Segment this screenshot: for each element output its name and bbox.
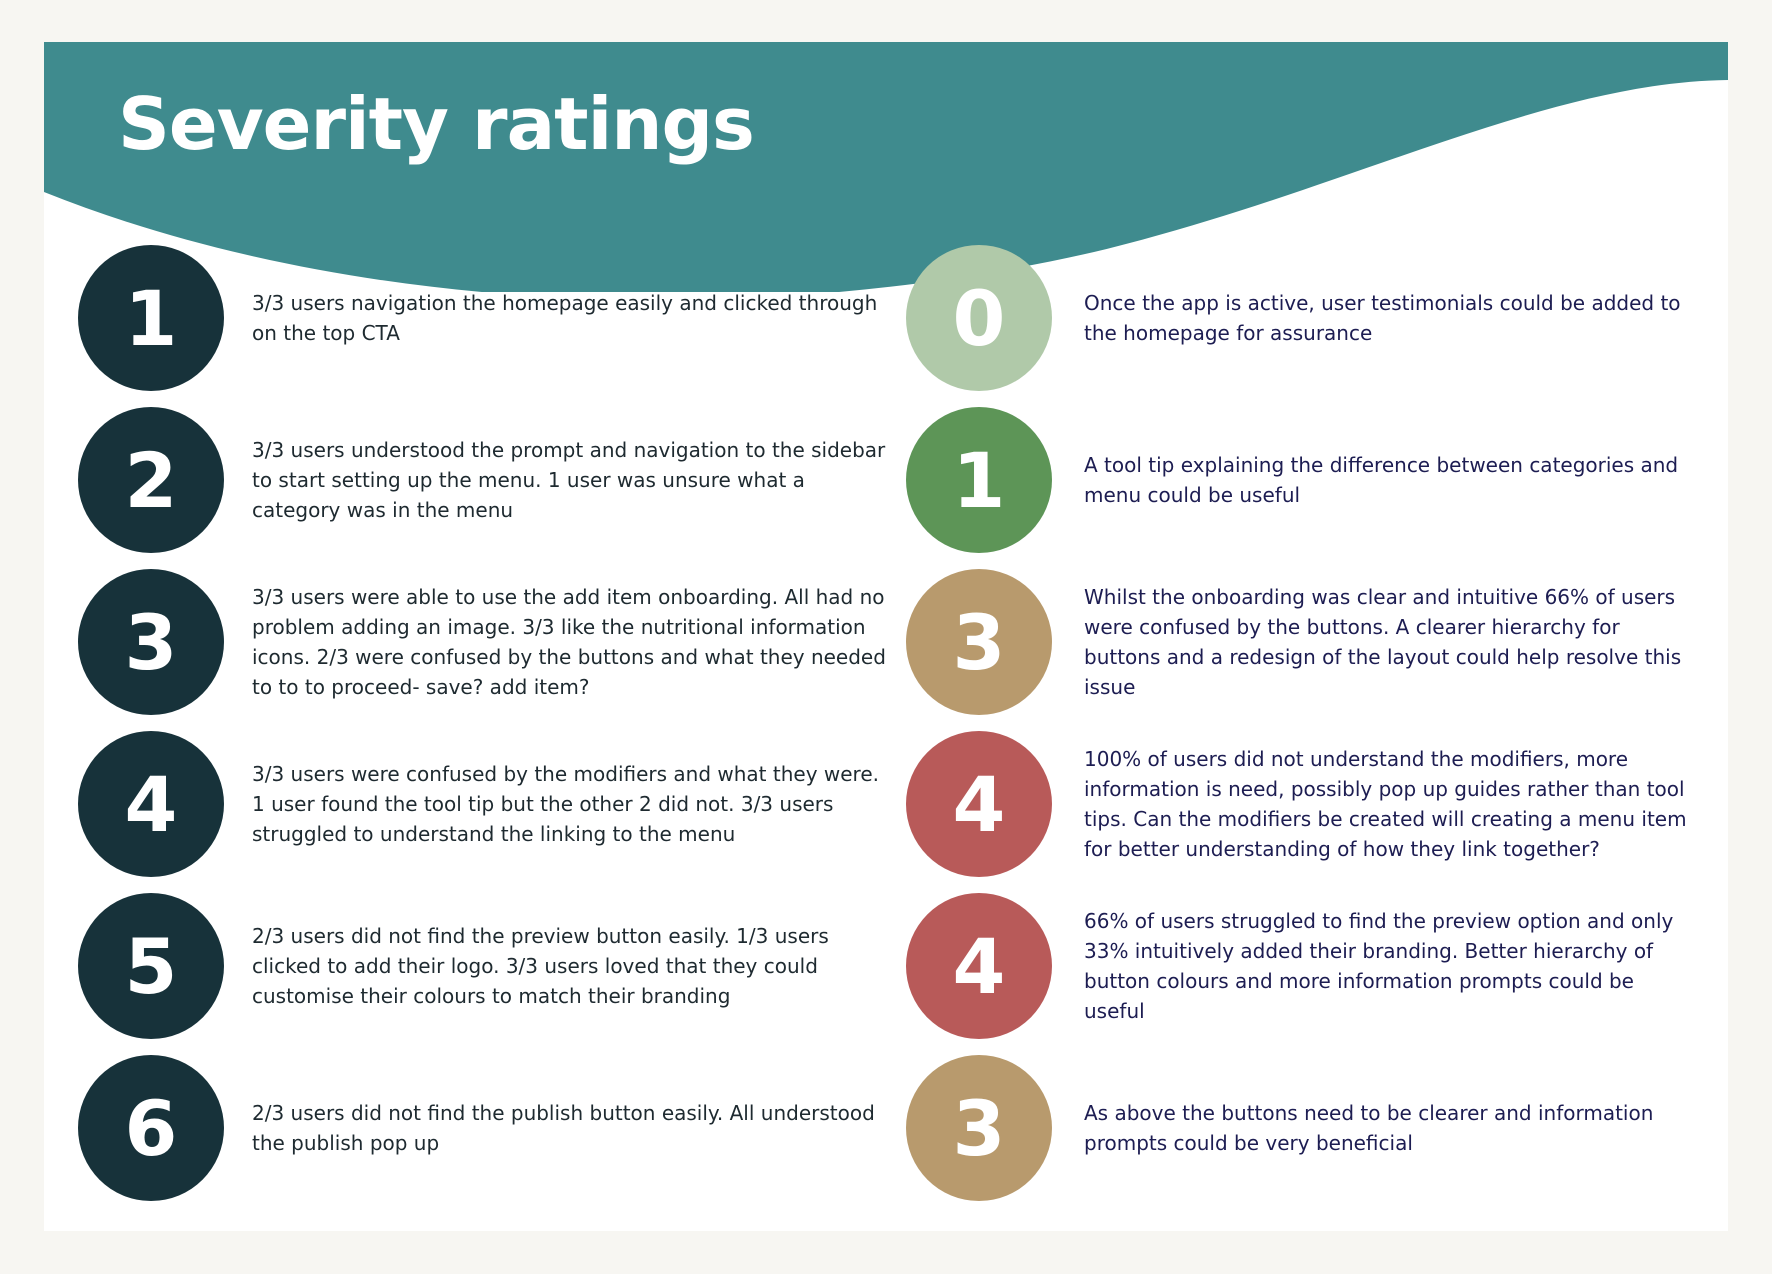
finding-text-wrapper: 2/3 users did not find the publish butto…	[252, 1055, 892, 1201]
finding-text: 3/3 users were confused by the modifiers…	[252, 762, 879, 846]
finding-text-wrapper: 3/3 users understood the prompt and navi…	[252, 407, 892, 553]
recommendation-text: As above the buttons need to be clearer …	[1084, 1101, 1654, 1155]
recommendation-text: 66% of users struggled to find the previ…	[1084, 909, 1674, 1023]
rating-text-wrapper: A tool tip explaining the difference bet…	[1084, 407, 1696, 553]
recommendation-text: Once the app is active, user testimonial…	[1084, 291, 1681, 345]
finding-text: 3/3 users navigation the homepage easily…	[252, 291, 878, 345]
severity-rating-badge: 3	[906, 569, 1052, 715]
slide-card: Severity ratings 1 3/3 users navigation …	[44, 42, 1728, 1231]
finding-number-badge: 6	[78, 1055, 224, 1201]
recommendation-text: 100% of users did not understand the mod…	[1084, 747, 1687, 861]
severity-rating-badge: 4	[906, 893, 1052, 1039]
severity-rating-badge: 0	[906, 245, 1052, 391]
finding-text: 2/3 users did not find the publish butto…	[252, 1101, 875, 1155]
finding-number-badge: 3	[78, 569, 224, 715]
finding-number-badge: 4	[78, 731, 224, 877]
recommendation-text: A tool tip explaining the difference bet…	[1084, 453, 1679, 507]
finding-number-badge: 5	[78, 893, 224, 1039]
rating-text-wrapper: Once the app is active, user testimonial…	[1084, 245, 1696, 391]
finding-number-badge: 1	[78, 245, 224, 391]
rating-text-wrapper: Whilst the onboarding was clear and intu…	[1084, 569, 1696, 715]
recommendation-text: Whilst the onboarding was clear and intu…	[1084, 585, 1682, 699]
severity-rating-badge: 1	[906, 407, 1052, 553]
rating-text-wrapper: 100% of users did not understand the mod…	[1084, 731, 1696, 877]
rating-text-wrapper: 66% of users struggled to find the previ…	[1084, 893, 1696, 1039]
finding-text-wrapper: 3/3 users were able to use the add item …	[252, 569, 892, 715]
finding-text: 3/3 users understood the prompt and navi…	[252, 438, 886, 522]
finding-text-wrapper: 3/3 users were confused by the modifiers…	[252, 731, 892, 877]
finding-text-wrapper: 2/3 users did not find the preview butto…	[252, 893, 892, 1039]
severity-rating-badge: 3	[906, 1055, 1052, 1201]
finding-text: 2/3 users did not find the preview butto…	[252, 924, 829, 1008]
page-title: Severity ratings	[118, 82, 755, 166]
finding-text: 3/3 users were able to use the add item …	[252, 585, 886, 699]
finding-number-badge: 2	[78, 407, 224, 553]
header-wave-banner	[44, 42, 1728, 292]
rating-text-wrapper: As above the buttons need to be clearer …	[1084, 1055, 1696, 1201]
severity-rating-badge: 4	[906, 731, 1052, 877]
finding-text-wrapper: 3/3 users navigation the homepage easily…	[252, 245, 892, 391]
